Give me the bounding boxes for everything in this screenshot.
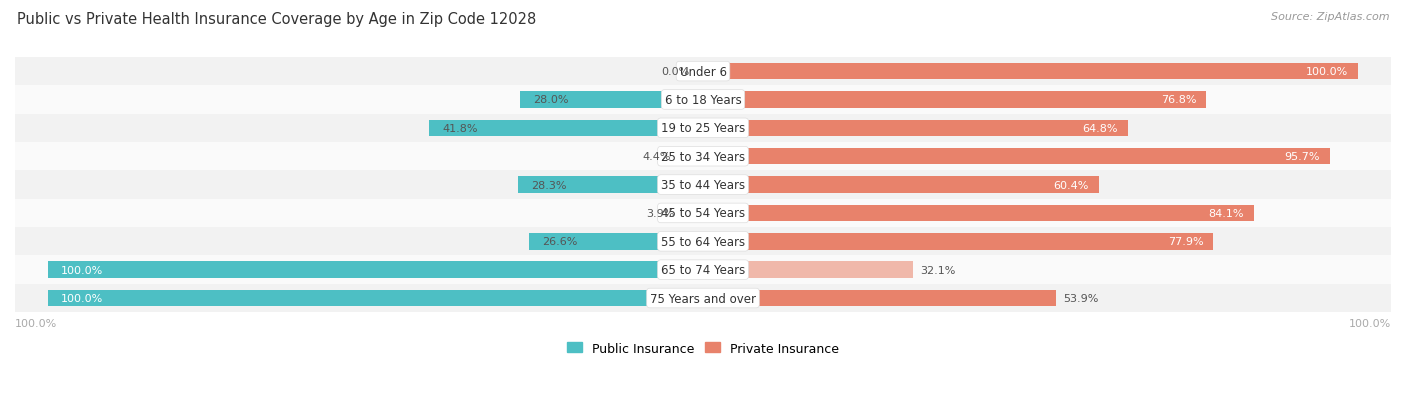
Text: 3.9%: 3.9% — [645, 209, 673, 218]
Bar — [15, 284, 1391, 313]
Text: 100.0%: 100.0% — [15, 319, 58, 329]
Text: 95.7%: 95.7% — [1285, 152, 1320, 162]
Text: 53.9%: 53.9% — [1063, 293, 1098, 303]
Text: 100.0%: 100.0% — [60, 265, 103, 275]
Bar — [703, 205, 1254, 222]
Text: Source: ZipAtlas.com: Source: ZipAtlas.com — [1271, 12, 1389, 22]
Text: 28.0%: 28.0% — [533, 95, 568, 105]
Text: 84.1%: 84.1% — [1209, 209, 1244, 218]
Bar — [429, 120, 703, 137]
Text: 26.6%: 26.6% — [541, 237, 578, 247]
Bar — [673, 149, 703, 165]
Bar — [703, 64, 1358, 80]
Text: 0.0%: 0.0% — [662, 67, 690, 77]
Bar — [15, 228, 1391, 256]
Bar — [15, 256, 1391, 284]
Bar — [703, 120, 1128, 137]
Text: 55 to 64 Years: 55 to 64 Years — [661, 235, 745, 248]
Text: 65 to 74 Years: 65 to 74 Years — [661, 263, 745, 276]
Bar — [703, 92, 1206, 109]
Text: 4.4%: 4.4% — [643, 152, 671, 162]
Bar — [517, 177, 703, 193]
Text: Under 6: Under 6 — [679, 65, 727, 78]
Bar — [703, 290, 1056, 306]
Bar — [15, 142, 1391, 171]
Text: Public vs Private Health Insurance Coverage by Age in Zip Code 12028: Public vs Private Health Insurance Cover… — [17, 12, 536, 27]
Bar — [15, 58, 1391, 86]
Bar — [48, 290, 703, 306]
Bar — [703, 177, 1098, 193]
Bar — [678, 205, 703, 222]
Bar — [703, 262, 914, 278]
Text: 45 to 54 Years: 45 to 54 Years — [661, 207, 745, 220]
Text: 60.4%: 60.4% — [1053, 180, 1088, 190]
Bar — [48, 262, 703, 278]
Text: 35 to 44 Years: 35 to 44 Years — [661, 179, 745, 192]
Bar — [703, 233, 1213, 250]
Text: 76.8%: 76.8% — [1161, 95, 1197, 105]
Text: 41.8%: 41.8% — [443, 123, 478, 133]
Text: 77.9%: 77.9% — [1168, 237, 1204, 247]
Text: 28.3%: 28.3% — [530, 180, 567, 190]
Text: 6 to 18 Years: 6 to 18 Years — [665, 94, 741, 107]
Text: 100.0%: 100.0% — [60, 293, 103, 303]
Text: 19 to 25 Years: 19 to 25 Years — [661, 122, 745, 135]
Bar — [15, 86, 1391, 114]
Legend: Public Insurance, Private Insurance: Public Insurance, Private Insurance — [562, 337, 844, 360]
Bar — [15, 199, 1391, 228]
Bar — [15, 114, 1391, 142]
Bar — [520, 92, 703, 109]
Bar — [529, 233, 703, 250]
Bar — [15, 171, 1391, 199]
Text: 100.0%: 100.0% — [1306, 67, 1348, 77]
Text: 64.8%: 64.8% — [1083, 123, 1118, 133]
Text: 100.0%: 100.0% — [1348, 319, 1391, 329]
Text: 75 Years and over: 75 Years and over — [650, 292, 756, 305]
Text: 32.1%: 32.1% — [920, 265, 955, 275]
Text: 25 to 34 Years: 25 to 34 Years — [661, 150, 745, 163]
Bar — [703, 149, 1330, 165]
